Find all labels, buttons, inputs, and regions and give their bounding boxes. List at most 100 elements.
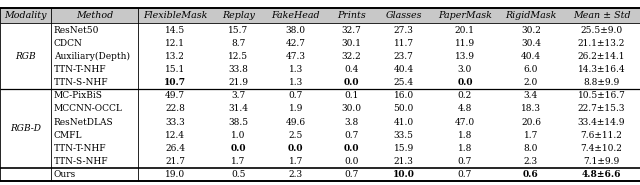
Text: 0.7: 0.7 <box>458 170 472 179</box>
Text: 25.4: 25.4 <box>394 78 414 87</box>
Text: MC-PixBiS: MC-PixBiS <box>54 91 103 100</box>
Text: 3.4: 3.4 <box>524 91 538 100</box>
Text: 21.7: 21.7 <box>165 157 185 166</box>
Text: Glasses: Glasses <box>385 11 422 20</box>
Text: 0.0: 0.0 <box>457 78 473 87</box>
Text: 47.0: 47.0 <box>455 117 475 127</box>
Text: 19.0: 19.0 <box>165 170 185 179</box>
Text: ResNetDLAS: ResNetDLAS <box>54 117 113 127</box>
Text: CMFL: CMFL <box>54 131 83 140</box>
Text: Method: Method <box>76 11 113 20</box>
Text: 3.0: 3.0 <box>458 65 472 74</box>
Text: 15.9: 15.9 <box>394 144 414 153</box>
Text: 49.6: 49.6 <box>286 117 306 127</box>
Bar <box>0 8 640 23</box>
Text: TTN-S-NHF: TTN-S-NHF <box>54 78 109 87</box>
Text: TTN-T-NHF: TTN-T-NHF <box>54 144 106 153</box>
Text: 8.0: 8.0 <box>524 144 538 153</box>
Text: ResNet50: ResNet50 <box>54 26 99 35</box>
Text: Ours: Ours <box>54 170 76 179</box>
Text: 33.8: 33.8 <box>228 65 248 74</box>
Text: 32.2: 32.2 <box>342 52 362 61</box>
Text: 1.3: 1.3 <box>289 65 303 74</box>
Text: 14.3±16.4: 14.3±16.4 <box>578 65 625 74</box>
Text: 4.8±6.6: 4.8±6.6 <box>582 170 621 179</box>
Text: FlexibleMask: FlexibleMask <box>143 11 207 20</box>
Text: PaperMask: PaperMask <box>438 11 492 20</box>
Text: TTN-T-NHF: TTN-T-NHF <box>54 65 106 74</box>
Text: 11.7: 11.7 <box>394 39 414 48</box>
Text: 26.2±14.1: 26.2±14.1 <box>578 52 625 61</box>
Text: 0.0: 0.0 <box>344 157 359 166</box>
Text: 13.2: 13.2 <box>165 52 185 61</box>
Text: 8.8±9.9: 8.8±9.9 <box>584 78 620 87</box>
Text: 2.3: 2.3 <box>524 157 538 166</box>
Text: Modality: Modality <box>4 11 47 20</box>
Text: TTN-S-NHF: TTN-S-NHF <box>54 157 109 166</box>
Text: 0.7: 0.7 <box>344 131 359 140</box>
Text: 0.7: 0.7 <box>458 157 472 166</box>
Text: 22.8: 22.8 <box>165 104 185 113</box>
Text: 0.0: 0.0 <box>288 144 303 153</box>
Text: 3.7: 3.7 <box>232 91 246 100</box>
Text: 7.6±11.2: 7.6±11.2 <box>580 131 623 140</box>
Text: 0.4: 0.4 <box>344 65 359 74</box>
Text: 38.5: 38.5 <box>228 117 248 127</box>
Text: 8.7: 8.7 <box>231 39 246 48</box>
Text: 38.0: 38.0 <box>286 26 306 35</box>
Text: 7.1±9.9: 7.1±9.9 <box>584 157 620 166</box>
Text: RigidMask: RigidMask <box>505 11 557 20</box>
Text: 0.0: 0.0 <box>344 144 360 153</box>
Text: FakeHead: FakeHead <box>271 11 320 20</box>
Text: 20.1: 20.1 <box>455 26 475 35</box>
Text: 33.3: 33.3 <box>165 117 185 127</box>
Text: 30.2: 30.2 <box>521 26 541 35</box>
Text: 21.3: 21.3 <box>394 157 413 166</box>
Text: 30.1: 30.1 <box>342 39 362 48</box>
Text: 1.7: 1.7 <box>289 157 303 166</box>
Text: 0.6: 0.6 <box>523 170 539 179</box>
Text: 25.5±9.0: 25.5±9.0 <box>580 26 623 35</box>
Text: 40.4: 40.4 <box>521 52 541 61</box>
Text: 32.7: 32.7 <box>342 26 362 35</box>
Text: 21.1±13.2: 21.1±13.2 <box>578 39 625 48</box>
Text: 18.3: 18.3 <box>521 104 541 113</box>
Text: 21.9: 21.9 <box>228 78 248 87</box>
Text: 11.9: 11.9 <box>455 39 475 48</box>
Text: 15.1: 15.1 <box>165 65 185 74</box>
Text: 2.0: 2.0 <box>524 78 538 87</box>
Text: 50.0: 50.0 <box>394 104 414 113</box>
Text: 22.7±15.3: 22.7±15.3 <box>578 104 625 113</box>
Text: 47.3: 47.3 <box>286 52 306 61</box>
Text: 42.7: 42.7 <box>286 39 306 48</box>
Text: CDCN: CDCN <box>54 39 83 48</box>
Text: 4.8: 4.8 <box>458 104 472 113</box>
Text: 30.4: 30.4 <box>521 39 541 48</box>
Text: Mean ± Std: Mean ± Std <box>573 11 630 20</box>
Text: 12.1: 12.1 <box>165 39 185 48</box>
Text: 1.7: 1.7 <box>231 157 246 166</box>
Text: 26.4: 26.4 <box>165 144 185 153</box>
Text: 13.9: 13.9 <box>455 52 475 61</box>
Text: 0.1: 0.1 <box>344 91 359 100</box>
Text: 1.9: 1.9 <box>289 104 303 113</box>
Text: Replay: Replay <box>222 11 255 20</box>
Text: 20.6: 20.6 <box>521 117 541 127</box>
Text: 33.4±14.9: 33.4±14.9 <box>578 117 625 127</box>
Text: 12.5: 12.5 <box>228 52 248 61</box>
Text: 49.7: 49.7 <box>165 91 185 100</box>
Text: 0.0: 0.0 <box>231 144 246 153</box>
Text: 1.8: 1.8 <box>458 131 472 140</box>
Text: RGB-D: RGB-D <box>10 124 41 133</box>
Text: 14.5: 14.5 <box>165 26 185 35</box>
Text: 2.3: 2.3 <box>289 170 303 179</box>
Text: 23.7: 23.7 <box>394 52 413 61</box>
Text: 31.4: 31.4 <box>228 104 248 113</box>
Text: 6.0: 6.0 <box>524 65 538 74</box>
Text: 30.0: 30.0 <box>342 104 362 113</box>
Text: 10.5±16.7: 10.5±16.7 <box>577 91 625 100</box>
Text: MCCNN-OCCL: MCCNN-OCCL <box>54 104 123 113</box>
Text: 15.7: 15.7 <box>228 26 248 35</box>
Text: 0.7: 0.7 <box>344 170 359 179</box>
Text: 0.0: 0.0 <box>344 78 360 87</box>
